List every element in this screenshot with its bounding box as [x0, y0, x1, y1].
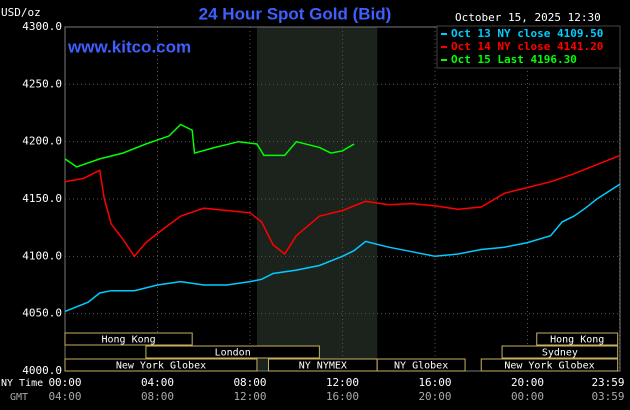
series-line: [64, 183, 621, 313]
x-tick-label: 23:59: [591, 376, 624, 389]
x-tick-label: 20:00: [511, 376, 544, 389]
legend-label: Oct 15 Last 4196.30: [451, 53, 577, 66]
y-tick-label: 4200.0: [22, 135, 62, 148]
session-box: [64, 332, 193, 346]
y-tick-label: 4050.0: [22, 307, 62, 320]
session-label: London: [215, 348, 251, 359]
x-tick-label: 04:00: [141, 376, 174, 389]
session-box: [376, 358, 466, 372]
watermark: www.kitco.com: [67, 37, 191, 56]
y-tick-label: 4000.0: [22, 364, 62, 377]
x2-tick-label: 16:00: [326, 390, 359, 403]
session-label: NY NYMEX: [299, 361, 347, 372]
legend-box: [436, 25, 621, 69]
session-box: [536, 332, 619, 346]
series-line: [64, 123, 355, 168]
x-tick-label: 12:00: [326, 376, 359, 389]
session-box: [501, 345, 619, 359]
session-label: New York Globex: [116, 361, 206, 372]
x2-tick-label: 03:59: [591, 390, 624, 403]
x2-tick-label: 00:00: [511, 390, 544, 403]
x2-tick-label: 04:00: [48, 390, 81, 403]
session-label: Hong Kong: [550, 335, 604, 346]
x2-tick-label: 20:00: [418, 390, 451, 403]
session-label: NY Globex: [394, 361, 448, 372]
session-box: [145, 345, 320, 359]
chart-title: 24 Hour Spot Gold (Bid): [199, 4, 392, 23]
session-box: [480, 358, 619, 372]
session-label: Sydney: [542, 348, 578, 359]
x2-axis-label: GMT: [10, 392, 28, 403]
x-axis-label: NY Time: [1, 378, 43, 389]
y-tick-label: 4250.0: [22, 77, 62, 90]
y-tick-label: 4300.0: [22, 20, 62, 33]
session-label: New York Globex: [504, 361, 594, 372]
timestamp: October 15, 2025 12:30: [455, 11, 601, 24]
y-tick-label: 4150.0: [22, 192, 62, 205]
x2-tick-label: 12:00: [233, 390, 266, 403]
legend-label: Oct 13 NY close 4109.50: [451, 27, 603, 40]
unit-label: USD/oz: [1, 6, 41, 19]
legend-label: Oct 14 NY close 4141.20: [451, 40, 603, 53]
series-line: [64, 154, 621, 258]
session-box: [64, 358, 258, 372]
x-tick-label: 16:00: [418, 376, 451, 389]
session-label: Hong Kong: [102, 335, 156, 346]
y-tick-label: 4100.0: [22, 249, 62, 262]
x-tick-label: 08:00: [233, 376, 266, 389]
x2-tick-label: 08:00: [141, 390, 174, 403]
x-tick-label: 00:00: [48, 376, 81, 389]
